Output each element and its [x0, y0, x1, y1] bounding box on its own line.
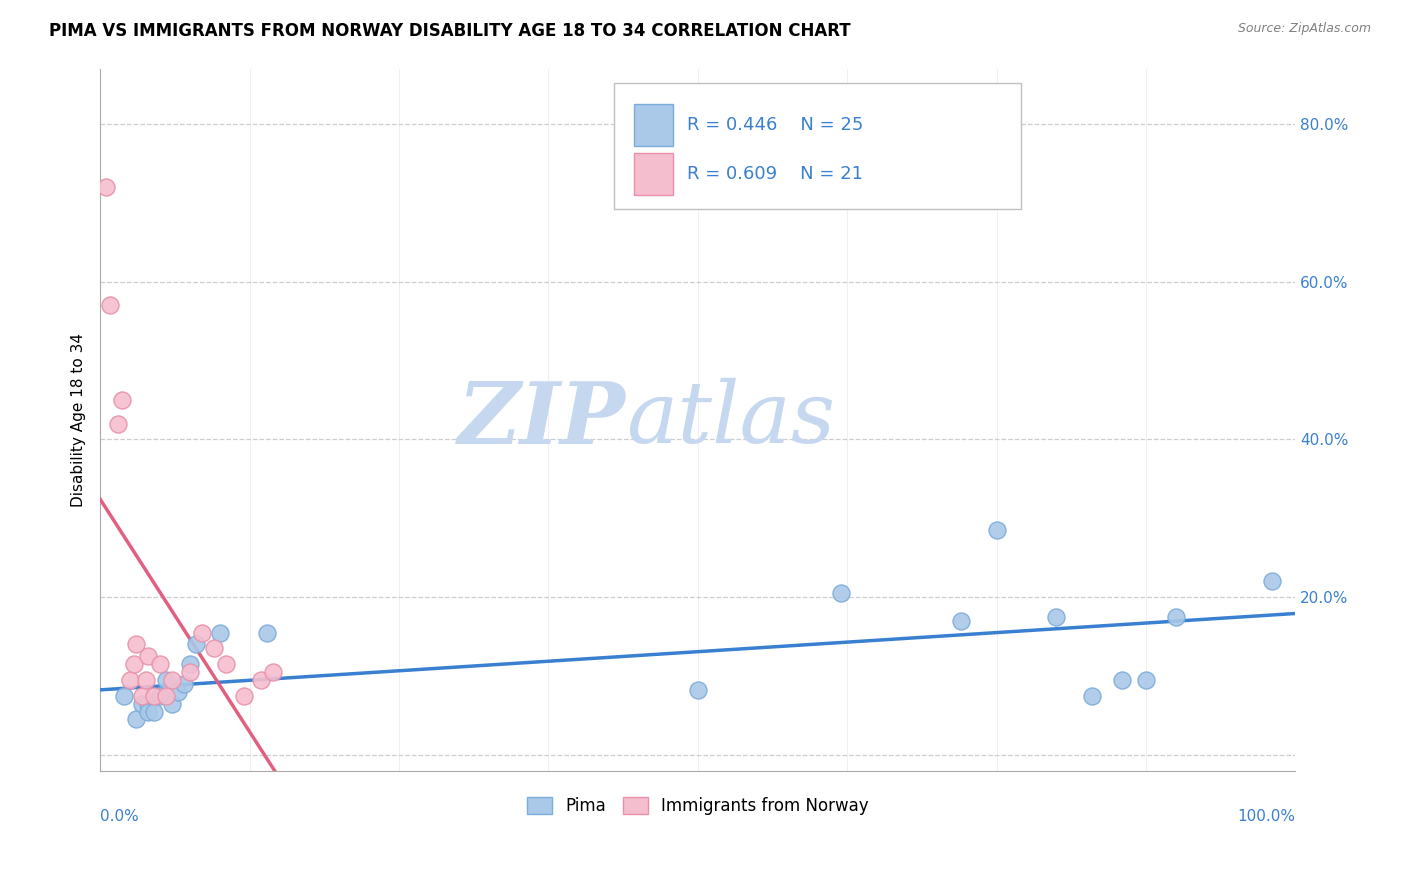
Point: [112, 689, 135, 703]
Point: [135, 673, 157, 687]
Point: [1081, 689, 1104, 703]
Text: R = 0.446    N = 25: R = 0.446 N = 25: [688, 116, 863, 134]
Point: [136, 705, 159, 719]
Point: [149, 657, 172, 672]
Point: [131, 697, 153, 711]
Point: [111, 392, 134, 407]
Point: [136, 649, 159, 664]
Point: [214, 657, 236, 672]
Point: [122, 657, 145, 672]
Point: [155, 689, 177, 703]
FancyBboxPatch shape: [634, 153, 672, 195]
Point: [202, 641, 225, 656]
Point: [94, 179, 117, 194]
Text: 0.0%: 0.0%: [100, 809, 139, 824]
Point: [131, 689, 153, 703]
Point: [179, 665, 201, 679]
Text: atlas: atlas: [626, 378, 835, 461]
Text: ZIP: ZIP: [458, 378, 626, 461]
Point: [1164, 610, 1187, 624]
Point: [179, 657, 201, 672]
Y-axis label: Disability Age 18 to 34: Disability Age 18 to 34: [72, 333, 86, 507]
Point: [190, 625, 212, 640]
Point: [184, 637, 207, 651]
Point: [686, 683, 709, 698]
Point: [118, 673, 141, 687]
Point: [160, 697, 183, 711]
Legend: Pima, Immigrants from Norway: Pima, Immigrants from Norway: [520, 790, 876, 822]
Text: 100.0%: 100.0%: [1237, 809, 1295, 824]
Point: [256, 625, 278, 640]
Point: [232, 689, 254, 703]
Point: [107, 417, 129, 431]
Point: [949, 614, 972, 628]
Point: [166, 685, 188, 699]
Point: [208, 625, 231, 640]
Point: [1045, 610, 1067, 624]
Point: [1260, 574, 1282, 589]
Point: [155, 673, 177, 687]
Point: [125, 637, 148, 651]
Point: [830, 586, 852, 600]
Point: [125, 713, 148, 727]
Point: [986, 523, 1008, 537]
Point: [149, 689, 172, 703]
Point: [173, 677, 195, 691]
Point: [142, 689, 165, 703]
Point: [160, 673, 183, 687]
Point: [250, 673, 273, 687]
Text: Source: ZipAtlas.com: Source: ZipAtlas.com: [1237, 22, 1371, 36]
Point: [1135, 673, 1157, 687]
Point: [262, 665, 284, 679]
Text: R = 0.609    N = 21: R = 0.609 N = 21: [688, 165, 863, 183]
FancyBboxPatch shape: [614, 83, 1021, 209]
Point: [98, 298, 121, 312]
Point: [1111, 673, 1133, 687]
Point: [136, 697, 159, 711]
Point: [142, 705, 165, 719]
Text: PIMA VS IMMIGRANTS FROM NORWAY DISABILITY AGE 18 TO 34 CORRELATION CHART: PIMA VS IMMIGRANTS FROM NORWAY DISABILIT…: [49, 22, 851, 40]
FancyBboxPatch shape: [634, 103, 672, 145]
